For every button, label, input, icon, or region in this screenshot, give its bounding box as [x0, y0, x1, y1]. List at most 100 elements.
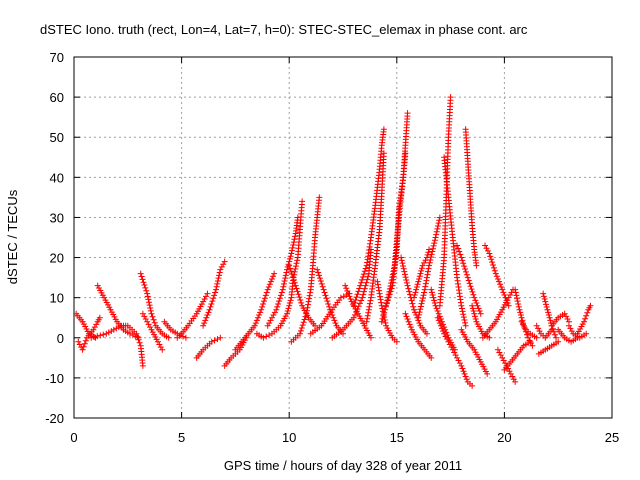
data-point	[421, 289, 428, 296]
data-point	[411, 306, 418, 313]
data-point	[417, 306, 424, 313]
data-point	[533, 334, 540, 341]
data-point	[91, 324, 98, 331]
data-series-arc	[512, 286, 536, 349]
data-point	[440, 328, 447, 335]
data-point	[388, 280, 395, 287]
data-point	[497, 352, 504, 359]
data-point	[141, 282, 148, 289]
data-point	[509, 373, 516, 380]
data-point	[380, 312, 387, 319]
data-series-arc	[548, 310, 572, 329]
data-point	[460, 311, 467, 318]
data-point	[547, 317, 554, 324]
y-tick-label: 30	[50, 210, 64, 225]
data-point	[415, 278, 422, 285]
data-point	[460, 314, 467, 321]
data-point	[470, 308, 477, 315]
data-point	[544, 306, 551, 313]
data-point	[502, 360, 509, 367]
x-axis-label: GPS time / hours of day 328 of year 2011	[224, 458, 462, 473]
data-point	[286, 262, 293, 269]
data-series-arc	[434, 314, 476, 389]
data-point	[300, 319, 307, 326]
data-point	[147, 324, 154, 331]
data-series-arc	[342, 282, 374, 341]
data-point	[426, 246, 433, 253]
data-point	[364, 276, 371, 283]
data-point	[257, 309, 264, 316]
data-point	[289, 244, 296, 251]
data-series-arc	[378, 150, 409, 325]
data-point	[515, 303, 522, 310]
data-point	[433, 228, 440, 235]
data-point	[303, 307, 310, 314]
data-point	[390, 268, 397, 275]
x-tick-label: 5	[178, 430, 185, 445]
data-point	[302, 313, 309, 320]
data-point	[290, 241, 297, 248]
data-point	[410, 303, 417, 310]
data-point	[315, 269, 322, 276]
data-point	[316, 275, 323, 282]
data-point	[420, 292, 427, 299]
data-point	[455, 357, 462, 364]
data-point	[461, 370, 468, 377]
data-point	[421, 259, 428, 266]
data-point	[359, 274, 366, 281]
data-point	[360, 291, 367, 298]
data-point	[404, 316, 411, 323]
y-tick-label: 20	[50, 251, 64, 266]
data-point	[470, 291, 477, 298]
data-point	[367, 334, 374, 341]
data-series-arc	[200, 258, 228, 329]
data-point	[211, 292, 218, 299]
data-point	[535, 325, 542, 332]
data-point	[135, 336, 142, 343]
data-point	[473, 300, 480, 307]
data-series-arc	[458, 326, 491, 377]
data-point	[499, 286, 506, 293]
data-point	[357, 282, 364, 289]
data-point	[148, 310, 155, 317]
data-point	[448, 344, 455, 351]
data-point	[75, 338, 82, 345]
data-point	[364, 315, 371, 322]
data-point	[285, 305, 292, 312]
data-point	[471, 313, 478, 320]
data-point	[436, 320, 443, 327]
data-point	[458, 302, 465, 309]
data-point	[364, 312, 371, 319]
data-point	[145, 296, 152, 303]
data-point	[583, 330, 590, 337]
data-point	[268, 275, 275, 282]
data-point	[288, 268, 295, 275]
data-point	[344, 287, 351, 294]
data-point	[331, 317, 338, 324]
data-point	[431, 297, 438, 304]
data-point	[202, 293, 209, 300]
data-point	[401, 268, 408, 275]
data-series-arc	[88, 322, 146, 369]
data-point	[430, 242, 437, 249]
data-point	[469, 288, 476, 295]
data-point	[337, 294, 344, 301]
data-point	[456, 248, 463, 255]
data-point	[459, 257, 466, 264]
data-point	[145, 321, 152, 328]
data-point	[207, 303, 214, 310]
data-point	[435, 310, 442, 317]
data-point	[374, 281, 381, 288]
data-point	[465, 277, 472, 284]
data-point	[297, 296, 304, 303]
data-point	[365, 273, 372, 280]
data-point	[202, 317, 209, 324]
data-point	[138, 273, 145, 280]
data-point	[142, 284, 149, 291]
data-point	[400, 265, 407, 272]
data-point	[356, 285, 363, 292]
data-point	[428, 286, 435, 293]
data-point	[129, 332, 136, 339]
data-series-arc	[94, 282, 142, 341]
data-point	[424, 271, 431, 278]
